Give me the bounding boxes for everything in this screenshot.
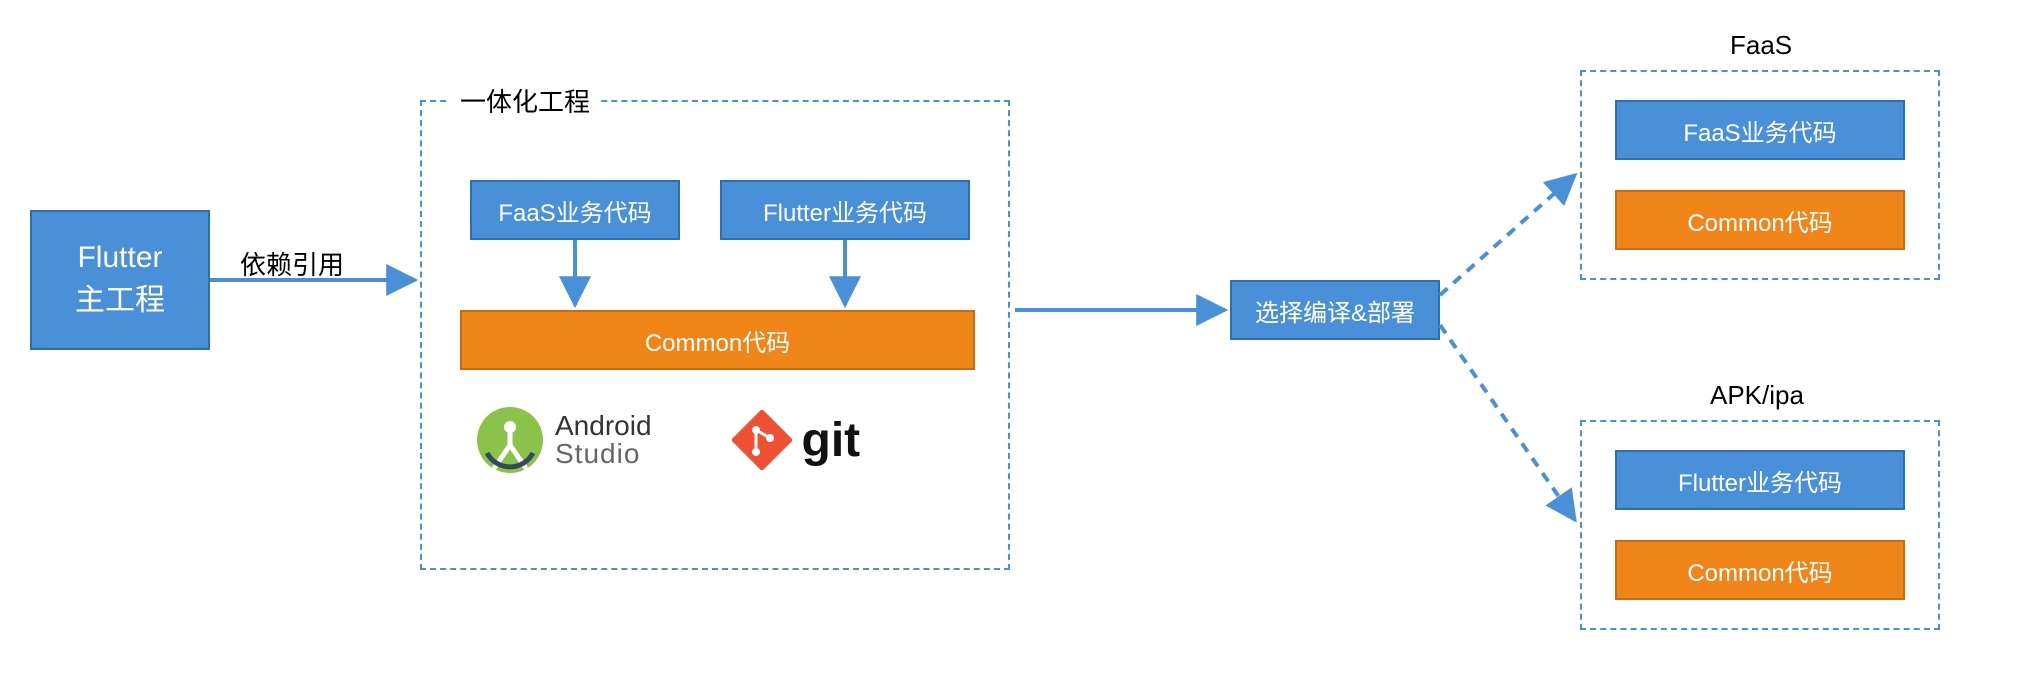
faas-output-code-box: FaaS业务代码 (1615, 100, 1905, 160)
flutter-code-box: Flutter业务代码 (720, 180, 970, 240)
apk-title: APK/ipa (1710, 380, 1804, 411)
integrated-project-title: 一体化工程 (450, 82, 600, 119)
tools-icon-row: Android Studio git (475, 405, 860, 475)
android-studio-text-1: Android (555, 412, 652, 440)
deploy-box: 选择编译&部署 (1230, 280, 1440, 340)
git-icon (732, 410, 792, 470)
main-project-box: Flutter 主工程 (30, 210, 210, 350)
git-text: git (802, 413, 861, 468)
android-studio-logo: Android Studio (475, 405, 652, 475)
dependency-label: 依赖引用 (240, 245, 344, 282)
android-studio-text-2: Studio (555, 440, 652, 468)
common-code-box: Common代码 (460, 310, 975, 370)
faas-output-common-box: Common代码 (1615, 190, 1905, 250)
faas-title: FaaS (1730, 30, 1792, 61)
android-studio-icon (475, 405, 545, 475)
apk-output-flutter-box: Flutter业务代码 (1615, 450, 1905, 510)
faas-code-box: FaaS业务代码 (470, 180, 680, 240)
apk-output-common-box: Common代码 (1615, 540, 1905, 600)
git-logo: git (732, 410, 861, 470)
